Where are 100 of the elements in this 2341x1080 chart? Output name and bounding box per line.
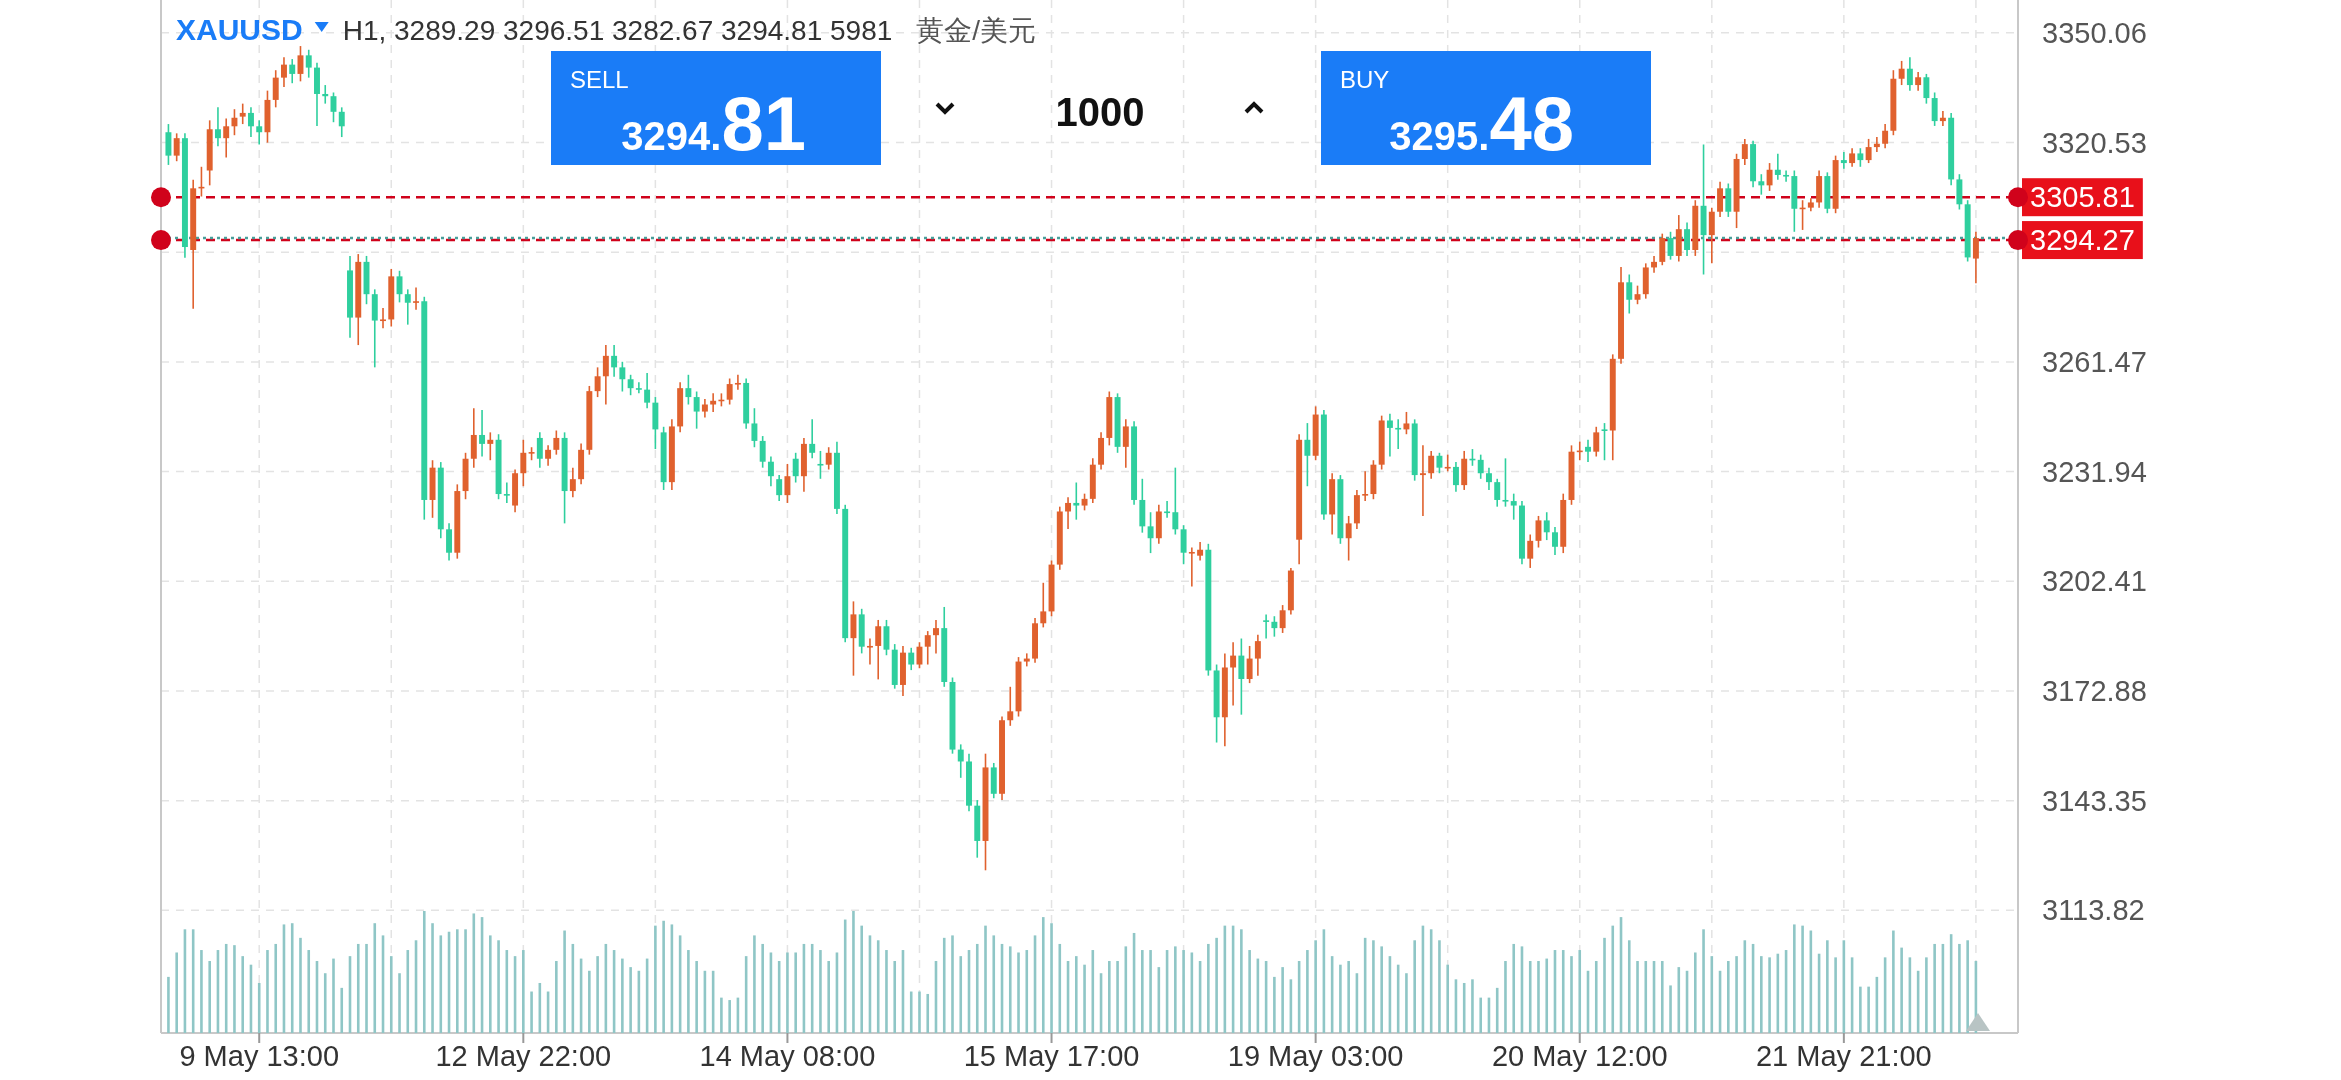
- candlestick: [1915, 71, 1922, 92]
- bar: [456, 929, 459, 1033]
- bar: [1644, 961, 1648, 1033]
- ref-line-label: 3294.27: [2030, 224, 2135, 257]
- bar: [728, 1000, 731, 1033]
- candlestick: [1345, 515, 1352, 562]
- candlestick: [173, 132, 180, 163]
- candlestick: [1395, 418, 1402, 450]
- bar: [1528, 961, 1532, 1033]
- y-tick-label: 3261.47: [2042, 345, 2147, 378]
- annotation: 3295.48: [1389, 81, 1574, 166]
- bar: [1504, 961, 1507, 1033]
- bar: [356, 943, 360, 1033]
- bar: [1174, 946, 1177, 1033]
- x-tick-label: 15 May 17:00: [963, 1040, 1140, 1072]
- bar: [406, 950, 410, 1033]
- candlestick: [635, 381, 642, 395]
- candlestick: [223, 117, 230, 159]
- candlestick: [1741, 138, 1748, 166]
- bar: [918, 991, 921, 1033]
- bar: [522, 950, 525, 1033]
- candlestick: [784, 463, 791, 504]
- candlestick: [710, 392, 717, 413]
- candlestick: [726, 377, 733, 406]
- bar: [1215, 937, 1218, 1033]
- bar: [1471, 979, 1474, 1033]
- y-tick-label: 3172.88: [2042, 674, 2147, 707]
- candlestick: [479, 409, 486, 458]
- y-tick-label: 3231.94: [2042, 455, 2147, 488]
- bar: [885, 950, 888, 1033]
- bar: [422, 911, 426, 1033]
- candlestick: [1708, 206, 1715, 265]
- bar: [843, 919, 847, 1033]
- bar: [307, 950, 311, 1033]
- bar: [1108, 961, 1111, 1033]
- bar: [489, 935, 492, 1033]
- candlestick: [536, 431, 543, 469]
- candlestick: [1593, 426, 1600, 458]
- candlestick: [1634, 284, 1641, 306]
- bar: [1735, 956, 1738, 1033]
- candlestick: [1279, 604, 1286, 634]
- bar: [1248, 950, 1251, 1033]
- bar: [1603, 937, 1606, 1033]
- bar: [720, 997, 723, 1033]
- candlestick: [809, 418, 816, 460]
- candlestick: [1923, 73, 1930, 105]
- bar: [1793, 924, 1796, 1033]
- annotation: SELL: [570, 66, 629, 93]
- bar: [555, 961, 558, 1033]
- candlestick: [1601, 422, 1608, 462]
- candlestick: [1230, 641, 1237, 707]
- bar: [1050, 923, 1053, 1033]
- bar: [992, 935, 996, 1033]
- candlestick: [1494, 478, 1501, 508]
- candlestick: [322, 84, 329, 105]
- candlestick: [792, 452, 799, 484]
- bar: [1446, 964, 1449, 1033]
- bar: [1141, 950, 1144, 1033]
- candlestick: [1436, 452, 1443, 475]
- candlestick: [214, 106, 221, 148]
- bar: [827, 961, 830, 1033]
- candlestick: [1073, 481, 1080, 521]
- y-tick-label: 3143.35: [2042, 784, 2147, 817]
- bar: [464, 929, 467, 1033]
- bar: [1273, 976, 1276, 1033]
- candlestick: [933, 619, 939, 655]
- candlestick: [380, 307, 386, 330]
- candlestick: [553, 429, 560, 456]
- candlestick: [1246, 645, 1253, 684]
- candlestick: [1386, 412, 1393, 458]
- bar: [167, 976, 170, 1033]
- bar: [497, 940, 500, 1033]
- bar: [241, 956, 245, 1033]
- bar: [819, 950, 822, 1033]
- candlestick: [1626, 273, 1633, 315]
- candlestick: [957, 743, 964, 779]
- bar: [274, 943, 278, 1033]
- bar: [233, 945, 236, 1033]
- bar: [1438, 940, 1441, 1033]
- bar: [1281, 967, 1284, 1033]
- bar: [1380, 946, 1383, 1033]
- candlestick: [1403, 411, 1410, 436]
- candlestick: [256, 119, 263, 146]
- candlestick: [1477, 453, 1484, 480]
- bar: [1058, 943, 1062, 1033]
- candlestick: [1147, 511, 1154, 554]
- bar: [1966, 940, 1969, 1033]
- ref-line-label: 3305.81: [2030, 181, 2135, 214]
- bar: [942, 937, 946, 1033]
- candlestick: [866, 637, 873, 666]
- bar: [1826, 940, 1829, 1033]
- bar: [1413, 940, 1416, 1033]
- x-tick-label: 21 May 21:00: [1755, 1040, 1932, 1072]
- candlestick: [569, 466, 576, 499]
- candlestick: [883, 619, 890, 657]
- candlestick: [165, 123, 172, 166]
- candlestick: [1725, 182, 1732, 218]
- x-tick-label: 20 May 12:00: [1491, 1040, 1668, 1072]
- candlestick: [825, 446, 832, 471]
- x-tick-label: 12 May 22:00: [435, 1040, 612, 1072]
